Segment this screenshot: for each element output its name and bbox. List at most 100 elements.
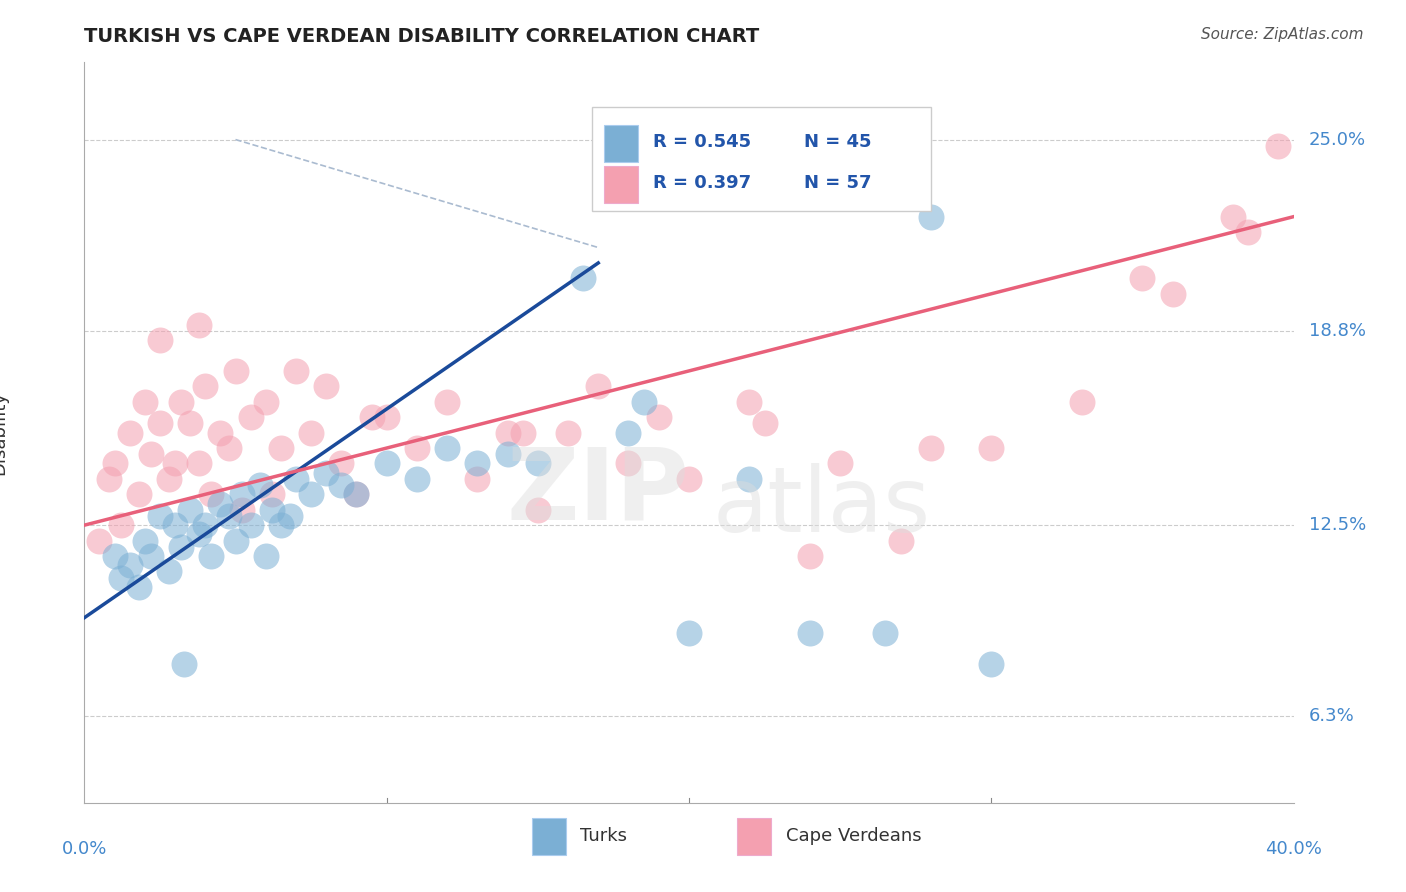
Point <box>200 487 222 501</box>
Point <box>89 533 111 548</box>
Point <box>285 364 308 378</box>
Point <box>239 410 262 425</box>
Point <box>157 472 180 486</box>
Point <box>97 472 120 486</box>
Point <box>118 558 141 573</box>
Point <box>315 466 337 480</box>
Point <box>260 502 283 516</box>
Point <box>285 472 308 486</box>
Point <box>260 487 283 501</box>
Point <box>157 565 180 579</box>
Bar <box>605 126 638 162</box>
Point <box>588 379 610 393</box>
Point <box>149 417 172 431</box>
Point <box>980 441 1002 455</box>
Point <box>315 379 337 393</box>
Text: 0.0%: 0.0% <box>62 840 107 858</box>
Point <box>406 472 429 486</box>
Text: TURKISH VS CAPE VERDEAN DISABILITY CORRELATION CHART: TURKISH VS CAPE VERDEAN DISABILITY CORRE… <box>84 27 759 45</box>
Text: ZIP: ZIP <box>506 443 689 541</box>
Point <box>678 626 700 640</box>
Point <box>406 441 429 455</box>
Point <box>738 394 761 409</box>
Text: 18.8%: 18.8% <box>1309 322 1365 340</box>
Point <box>139 447 162 461</box>
Point <box>254 394 277 409</box>
Point <box>299 425 322 440</box>
Point <box>179 417 201 431</box>
Point <box>165 518 187 533</box>
Point <box>249 478 271 492</box>
Point <box>1132 271 1154 285</box>
Point <box>225 533 247 548</box>
Point <box>496 447 519 461</box>
Point <box>920 210 942 224</box>
Point <box>110 518 132 533</box>
Bar <box>605 166 638 203</box>
Point <box>170 540 193 554</box>
Text: 40.0%: 40.0% <box>1265 840 1322 858</box>
Point <box>617 457 640 471</box>
Point <box>436 394 458 409</box>
Point <box>633 394 655 409</box>
Point <box>194 379 217 393</box>
Point <box>1237 225 1260 239</box>
Point <box>1222 210 1244 224</box>
Text: R = 0.397: R = 0.397 <box>652 174 751 192</box>
Point <box>346 487 368 501</box>
Point <box>512 425 534 440</box>
Text: atlas: atlas <box>713 463 931 550</box>
Text: Source: ZipAtlas.com: Source: ZipAtlas.com <box>1201 27 1364 42</box>
Point <box>980 657 1002 671</box>
Point <box>225 364 247 378</box>
Point <box>299 487 322 501</box>
Point <box>104 457 127 471</box>
Point <box>467 472 489 486</box>
Point <box>128 487 150 501</box>
Point <box>134 394 156 409</box>
Point <box>436 441 458 455</box>
Text: N = 45: N = 45 <box>804 134 872 152</box>
Point <box>209 497 232 511</box>
Text: 25.0%: 25.0% <box>1309 130 1365 149</box>
Point <box>254 549 277 563</box>
Point <box>239 518 262 533</box>
Point <box>218 441 240 455</box>
Point <box>278 508 301 523</box>
Point <box>557 425 579 440</box>
Point <box>890 533 912 548</box>
Point <box>270 441 292 455</box>
Point <box>218 508 240 523</box>
Point <box>149 333 172 347</box>
Bar <box>737 818 770 855</box>
Point <box>170 394 193 409</box>
Point <box>231 502 253 516</box>
Text: 12.5%: 12.5% <box>1309 516 1365 534</box>
Point <box>360 410 382 425</box>
Bar <box>592 107 931 211</box>
Text: Turks: Turks <box>581 827 627 845</box>
Point <box>1161 286 1184 301</box>
Point <box>799 549 821 563</box>
Text: Disability: Disability <box>0 391 8 475</box>
Point <box>330 457 353 471</box>
Point <box>572 271 595 285</box>
Point <box>754 417 776 431</box>
Point <box>173 657 195 671</box>
Point <box>678 472 700 486</box>
Point <box>527 457 550 471</box>
Point <box>110 571 132 585</box>
Text: R = 0.545: R = 0.545 <box>652 134 751 152</box>
Text: N = 57: N = 57 <box>804 174 872 192</box>
Point <box>188 457 211 471</box>
Point <box>118 425 141 440</box>
Point <box>875 626 897 640</box>
Point <box>830 457 852 471</box>
Point <box>128 580 150 594</box>
Point <box>920 441 942 455</box>
Point <box>375 457 398 471</box>
Point <box>270 518 292 533</box>
Text: 6.3%: 6.3% <box>1309 707 1354 725</box>
Point <box>104 549 127 563</box>
Point <box>527 502 550 516</box>
